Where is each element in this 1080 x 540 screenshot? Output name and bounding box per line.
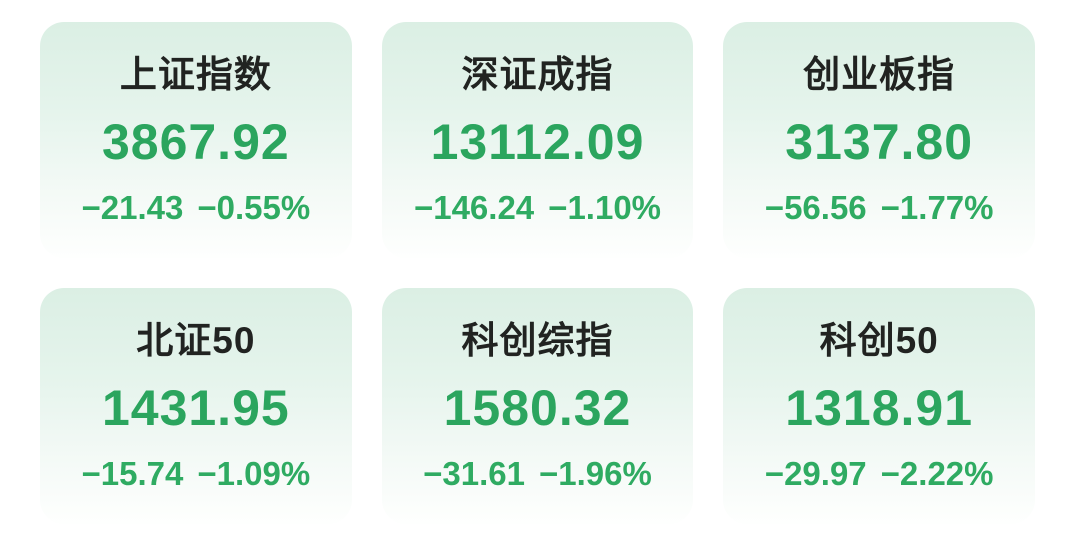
index-change-amount: −29.97 <box>764 455 867 492</box>
index-name: 上证指数 <box>119 54 272 95</box>
index-change-amount: −146.24 <box>413 189 535 226</box>
index-change-percent: −1.09% <box>197 455 311 492</box>
index-name: 科创50 <box>819 320 939 361</box>
index-name: 创业板指 <box>803 54 956 95</box>
index-name: 深证成指 <box>461 54 614 95</box>
index-value: 1431.95 <box>101 380 290 436</box>
index-change-row: −146.24 −1.10% <box>414 191 661 224</box>
index-card-szse-component[interactable]: 深证成指 13112.09 −146.24 −1.10% <box>381 22 694 258</box>
index-change-amount: −21.43 <box>81 189 184 226</box>
index-change-amount: −56.56 <box>764 189 867 226</box>
index-change-percent: −1.10% <box>548 189 662 226</box>
index-value: 1580.32 <box>443 380 632 436</box>
index-change-percent: −0.55% <box>197 189 311 226</box>
index-value: 1318.91 <box>785 380 974 436</box>
index-change-amount: −15.74 <box>81 455 184 492</box>
index-name: 北证50 <box>136 320 256 361</box>
index-change-row: −56.56 −1.77% <box>765 191 994 224</box>
index-change-row: −29.97 −2.22% <box>765 457 994 490</box>
index-change-row: −15.74 −1.09% <box>81 457 310 490</box>
index-change-amount: −31.61 <box>423 455 525 492</box>
index-card-sse-composite[interactable]: 上证指数 3867.92 −21.43 −0.55% <box>40 22 352 258</box>
index-change-percent: −1.96% <box>539 455 652 492</box>
index-card-star-50[interactable]: 科创50 1318.91 −29.97 −2.22% <box>723 288 1035 524</box>
index-value: 13112.09 <box>430 114 645 170</box>
index-card-bse-50[interactable]: 北证50 1431.95 −15.74 −1.09% <box>40 288 352 524</box>
index-change-percent: −2.22% <box>880 455 994 492</box>
index-card-chinext[interactable]: 创业板指 3137.80 −56.56 −1.77% <box>723 22 1035 258</box>
index-value: 3867.92 <box>101 114 290 170</box>
index-name: 科创综指 <box>461 320 614 361</box>
index-value: 3137.80 <box>785 114 974 170</box>
index-change-row: −21.43 −0.55% <box>81 191 310 224</box>
index-change-row: −31.61 −1.96% <box>423 457 652 490</box>
index-change-percent: −1.77% <box>880 189 994 226</box>
index-card-star-composite[interactable]: 科创综指 1580.32 −31.61 −1.96% <box>381 288 694 524</box>
